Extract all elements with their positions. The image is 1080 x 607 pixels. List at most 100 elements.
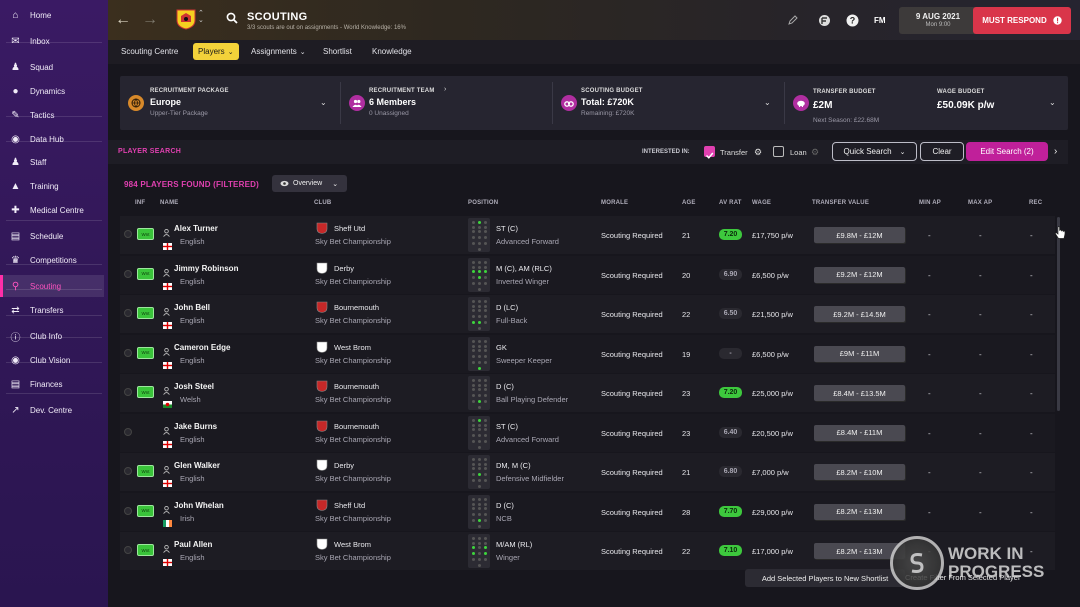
select-radio[interactable] xyxy=(124,546,132,554)
sidebar-item-dev-centre[interactable]: ↗ Dev. Centre xyxy=(0,399,104,421)
transfer-value[interactable]: £9M - £11M xyxy=(814,345,905,362)
table-row[interactable]: Wnt Alex Turner English Sheff Utd Sky Bet Ch… xyxy=(120,216,1055,254)
col-club[interactable]: CLUB xyxy=(314,200,332,206)
club-name[interactable]: Derby xyxy=(334,263,355,273)
club-crest-icon[interactable] xyxy=(176,8,196,30)
select-radio[interactable] xyxy=(124,269,132,278)
select-radio[interactable] xyxy=(124,388,132,396)
table-row[interactable]: Wnt Glen Walker English Derby Sky Bet Champi… xyxy=(120,453,1055,491)
gear-icon[interactable]: ⚙ xyxy=(754,147,763,157)
transfer-budget-panel[interactable]: TRANSFER BUDGET £2M Next Season: £22.68M… xyxy=(785,76,1068,130)
sidebar-item-medical-centre[interactable]: ✚ Medical Centre xyxy=(0,199,104,221)
edit-search-button[interactable]: Edit Search (2) xyxy=(966,142,1048,161)
chevron-down-icon[interactable]: ⌄ xyxy=(1049,98,1056,107)
create-filter-link[interactable]: Create Filter From Selected Player xyxy=(905,573,1021,582)
table-row[interactable]: Wnt John Whelan Irish Sheff Utd Sky Bet Cham… xyxy=(120,492,1055,531)
loan-checkbox[interactable] xyxy=(773,146,784,157)
tab-assignments[interactable]: Assignments ⌄ xyxy=(246,43,311,60)
table-row[interactable]: Wnt Paul Allen English West Brom Sky Bet Cha… xyxy=(120,532,1055,570)
recruitment-team-panel[interactable]: RECRUITMENT TEAM › 6 Members 0 Unassigne… xyxy=(341,76,553,130)
col-rec[interactable]: REC xyxy=(1029,200,1043,206)
col-position[interactable]: POSITION xyxy=(468,200,499,206)
col-name[interactable]: NAME xyxy=(160,200,179,206)
club-name[interactable]: Sheff Utd xyxy=(334,224,366,233)
sidebar-item-training[interactable]: ▲ Training xyxy=(0,175,104,197)
table-row[interactable]: Wnt Josh Steel Welsh Bournemouth Sky Bet Cha… xyxy=(120,374,1055,412)
transfer-checkbox[interactable] xyxy=(704,146,715,159)
view-dropdown[interactable]: Overview ⌄ xyxy=(272,175,347,192)
transfer-value[interactable]: £8.2M - £10M xyxy=(814,464,905,480)
select-radio[interactable] xyxy=(124,506,132,515)
tab-scouting-centre[interactable]: Scouting Centre xyxy=(116,43,183,60)
sidebar-item-club-info[interactable]: ⓘ Club Info xyxy=(0,325,104,347)
col-av-rat[interactable]: AV RAT xyxy=(719,200,742,206)
club-name[interactable]: Derby xyxy=(334,461,355,470)
add-to-shortlist-button[interactable]: Add Selected Players to New Shortlist xyxy=(745,569,905,587)
scrollbar-thumb[interactable] xyxy=(1057,217,1060,411)
table-row[interactable]: Jake Burns English Bournemouth Sky Bet Cham… xyxy=(120,413,1055,452)
tab-players[interactable]: Players ⌄ xyxy=(193,43,239,60)
quick-search-button[interactable]: Quick Search ⌄ xyxy=(832,142,917,161)
sidebar-item-transfers[interactable]: ⇄ Transfers xyxy=(0,299,104,321)
chevron-down-icon[interactable]: ⌄ xyxy=(764,98,771,107)
col-transfer-value[interactable]: TRANSFER VALUE xyxy=(812,200,870,206)
tab-shortlist[interactable]: Shortlist xyxy=(318,43,357,60)
crest-chevron-icon[interactable]: ⌃ ⌄ xyxy=(198,10,204,24)
col-age[interactable]: AGE xyxy=(682,200,696,206)
transfer-value[interactable]: £9.8M - £12M xyxy=(814,227,905,243)
continue-date-box[interactable]: 9 AUG 2021 Mon 9:00 xyxy=(899,7,977,34)
sidebar-item-staff[interactable]: ♟ Staff xyxy=(0,151,104,173)
club-name[interactable]: West Brom xyxy=(334,342,371,352)
chevron-down-icon[interactable]: ⌄ xyxy=(320,98,327,107)
sidebar-item-dynamics[interactable]: ● Dynamics xyxy=(0,80,104,102)
chevron-right-icon[interactable]: › xyxy=(1054,146,1058,157)
transfer-value[interactable]: £8.2M - £13M xyxy=(814,503,905,520)
must-respond-button[interactable]: MUST RESPOND xyxy=(973,7,1071,34)
transfer-value[interactable]: £8.4M - £11M xyxy=(814,424,905,441)
select-radio[interactable] xyxy=(124,348,132,357)
player-name[interactable]: Jake Burns xyxy=(174,421,218,431)
table-row[interactable]: Wnt Jimmy Robinson English Derby Sky Bet Cha… xyxy=(120,255,1055,294)
col-morale[interactable]: MORALE xyxy=(601,200,629,206)
forward-arrow-icon[interactable]: → xyxy=(142,11,158,28)
select-radio[interactable] xyxy=(124,467,132,475)
col-inf[interactable]: INF xyxy=(135,200,146,206)
sidebar-item-finances[interactable]: ▤ Finances xyxy=(0,373,104,395)
back-arrow-icon[interactable]: ← xyxy=(115,11,131,28)
player-name[interactable]: John Bell xyxy=(174,303,211,312)
transfer-value[interactable]: £9.2M - £12M xyxy=(814,266,905,283)
help-icon[interactable]: ? xyxy=(845,13,859,27)
recruitment-package-panel[interactable]: RECRUITMENT PACKAGE Europe Upper-Tier Pa… xyxy=(120,76,340,130)
table-row[interactable]: Wnt John Bell English Bournemouth Sky Bet Ch… xyxy=(120,295,1055,333)
table-row[interactable]: Wnt Cameron Edge English West Brom Sky Bet C… xyxy=(120,334,1055,373)
sidebar-item-inbox[interactable]: ✉ Inbox xyxy=(0,30,104,52)
player-name[interactable]: Jimmy Robinson xyxy=(174,263,239,273)
scouting-budget-panel[interactable]: SCOUTING BUDGET Total: £720K Remaining: … xyxy=(553,76,784,130)
club-name[interactable]: West Brom xyxy=(334,540,371,549)
col-max-ap[interactable]: MAX AP xyxy=(968,200,993,206)
select-radio[interactable] xyxy=(124,230,132,238)
sidebar-item-data-hub[interactable]: ◉ Data Hub xyxy=(0,128,104,150)
sidebar-item-home[interactable]: ⌂ Home xyxy=(0,4,104,26)
transfer-value[interactable]: £8.4M - £13.5M xyxy=(814,385,905,401)
sidebar-item-squad[interactable]: ♟ Squad xyxy=(0,56,104,78)
clear-button[interactable]: Clear xyxy=(920,142,964,161)
player-name[interactable]: Glen Walker xyxy=(174,461,220,470)
fm-emblem-icon[interactable] xyxy=(817,13,831,27)
sidebar-item-scouting[interactable]: ⚲ Scouting xyxy=(0,275,104,297)
player-name[interactable]: Josh Steel xyxy=(174,382,215,391)
player-name[interactable]: Paul Allen xyxy=(174,540,213,549)
club-name[interactable]: Bournemouth xyxy=(334,382,380,391)
transfer-value[interactable]: £9.2M - £14.5M xyxy=(814,306,905,322)
tab-knowledge[interactable]: Knowledge xyxy=(367,43,417,60)
sidebar-item-club-vision[interactable]: ◉ Club Vision xyxy=(0,349,104,371)
search-icon[interactable] xyxy=(226,12,238,24)
player-name[interactable]: Cameron Edge xyxy=(174,342,231,352)
sidebar-item-competitions[interactable]: ♛ Competitions xyxy=(0,249,104,271)
col-wage[interactable]: WAGE xyxy=(752,200,772,206)
club-name[interactable]: Bournemouth xyxy=(334,303,380,312)
sidebar-item-schedule[interactable]: ▤ Schedule xyxy=(0,225,104,247)
fm-menu-button[interactable]: FM xyxy=(874,16,886,25)
player-name[interactable]: Alex Turner xyxy=(174,224,218,233)
player-name[interactable]: John Whelan xyxy=(174,500,224,510)
